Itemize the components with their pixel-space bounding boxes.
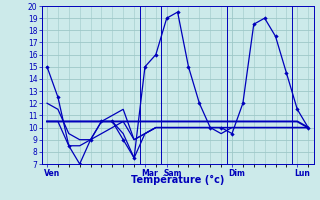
Text: Lun: Lun	[294, 169, 310, 178]
Text: Ven: Ven	[44, 169, 60, 178]
Text: Mar: Mar	[142, 169, 158, 178]
X-axis label: Température (°c): Température (°c)	[131, 174, 224, 185]
Text: Sam: Sam	[164, 169, 182, 178]
Text: Dim: Dim	[229, 169, 246, 178]
